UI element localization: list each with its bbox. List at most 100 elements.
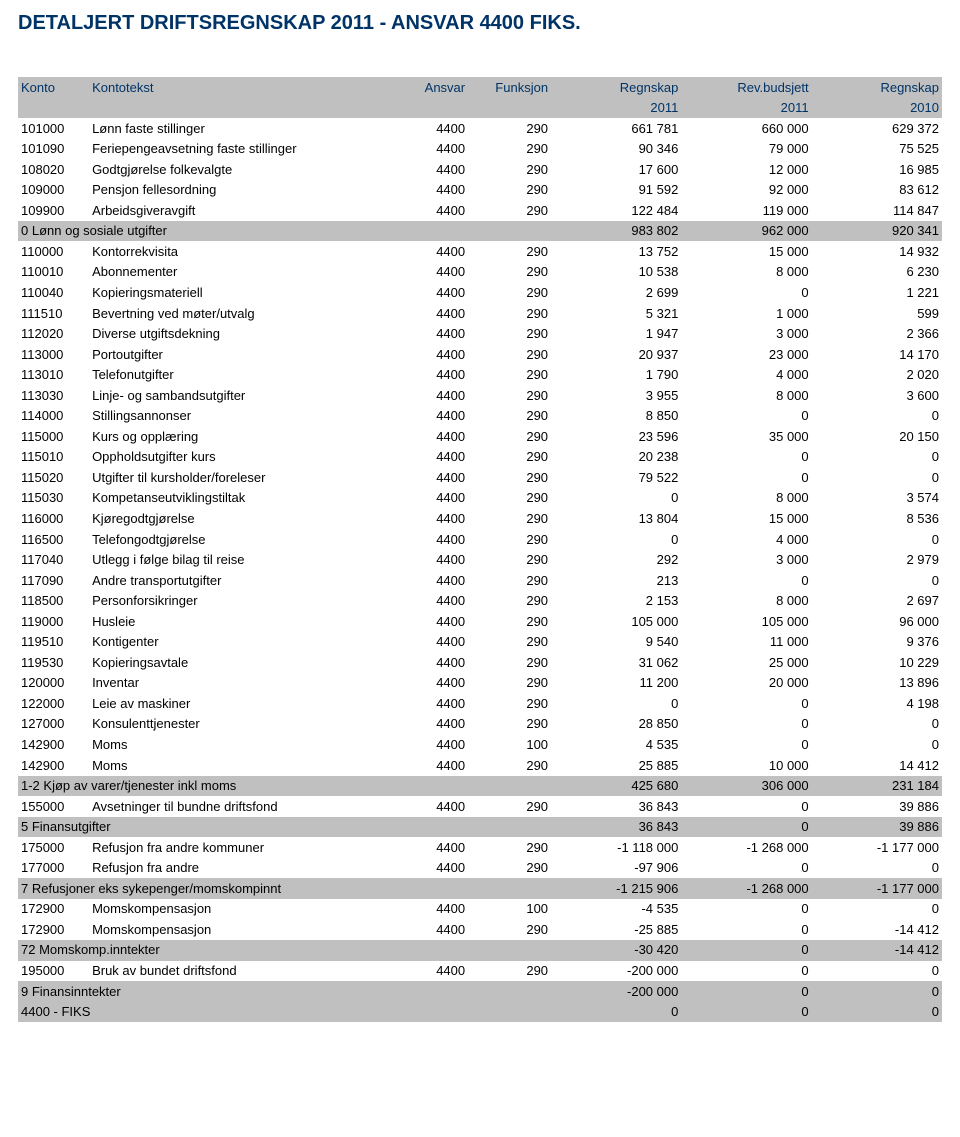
- cell-ansvar: 4400: [397, 365, 468, 386]
- subtotal-label: 4400 - FIKS: [18, 1002, 551, 1023]
- cell-ansvar: 4400: [397, 406, 468, 427]
- cell-revbudsjett2011: 0: [681, 899, 811, 920]
- cell-regnskap2010: 9 376: [812, 632, 942, 653]
- cell-funksjon: 290: [468, 139, 551, 160]
- cell-ansvar: 4400: [397, 919, 468, 940]
- table-row: 119000Husleie4400290105 000105 00096 000: [18, 611, 942, 632]
- subtotal-r11: -1 215 906: [551, 878, 681, 899]
- cell-kontotekst: Inventar: [89, 673, 397, 694]
- cell-revbudsjett2011: 0: [681, 858, 811, 879]
- cell-ansvar: 4400: [397, 529, 468, 550]
- cell-funksjon: 290: [468, 632, 551, 653]
- cell-kontotekst: Kjøregodtgjørelse: [89, 508, 397, 529]
- cell-regnskap2011: 1 947: [551, 324, 681, 345]
- cell-revbudsjett2011: 11 000: [681, 632, 811, 653]
- table-row: 110010Abonnementer440029010 5388 0006 23…: [18, 262, 942, 283]
- cell-funksjon: 290: [468, 118, 551, 139]
- cell-regnskap2011: 4 535: [551, 735, 681, 756]
- col-funksjon-h1: Funksjon: [468, 77, 551, 98]
- subtotal-r11: -200 000: [551, 981, 681, 1002]
- col-ansvar-h2: [397, 98, 468, 119]
- cell-funksjon: 290: [468, 385, 551, 406]
- subtotal-b11: 0: [681, 981, 811, 1002]
- cell-funksjon: 290: [468, 611, 551, 632]
- cell-konto: 175000: [18, 837, 89, 858]
- cell-regnskap2011: 79 522: [551, 467, 681, 488]
- cell-kontotekst: Bevertning ved møter/utvalg: [89, 303, 397, 324]
- cell-revbudsjett2011: 23 000: [681, 344, 811, 365]
- cell-regnskap2011: 17 600: [551, 159, 681, 180]
- cell-funksjon: 290: [468, 447, 551, 468]
- table-row: 117090Andre transportutgifter44002902130…: [18, 570, 942, 591]
- cell-regnskap2010: 1 221: [812, 282, 942, 303]
- cell-kontotekst: Moms: [89, 755, 397, 776]
- cell-konto: 116500: [18, 529, 89, 550]
- table-row: 142900Moms440029025 88510 00014 412: [18, 755, 942, 776]
- cell-regnskap2011: 3 955: [551, 385, 681, 406]
- cell-ansvar: 4400: [397, 139, 468, 160]
- cell-kontotekst: Kompetanseutviklingstiltak: [89, 488, 397, 509]
- cell-kontotekst: Stillingsannonser: [89, 406, 397, 427]
- cell-ansvar: 4400: [397, 837, 468, 858]
- cell-regnskap2010: 0: [812, 735, 942, 756]
- cell-kontotekst: Refusjon fra andre kommuner: [89, 837, 397, 858]
- cell-revbudsjett2011: 12 000: [681, 159, 811, 180]
- cell-konto: 108020: [18, 159, 89, 180]
- table-row: 101090Feriepengeavsetning faste stilling…: [18, 139, 942, 160]
- cell-funksjon: 290: [468, 282, 551, 303]
- cell-konto: 119000: [18, 611, 89, 632]
- cell-funksjon: 290: [468, 693, 551, 714]
- cell-revbudsjett2011: 35 000: [681, 426, 811, 447]
- cell-regnskap2011: 122 484: [551, 200, 681, 221]
- cell-kontotekst: Moms: [89, 735, 397, 756]
- col-konto-h2: [18, 98, 89, 119]
- cell-kontotekst: Telefongodtgjørelse: [89, 529, 397, 550]
- cell-regnskap2010: 114 847: [812, 200, 942, 221]
- cell-revbudsjett2011: 0: [681, 961, 811, 982]
- cell-kontotekst: Abonnementer: [89, 262, 397, 283]
- cell-ansvar: 4400: [397, 611, 468, 632]
- subtotal-label: 0 Lønn og sosiale utgifter: [18, 221, 551, 242]
- cell-kontotekst: Konsulenttjenester: [89, 714, 397, 735]
- cell-konto: 110000: [18, 241, 89, 262]
- cell-funksjon: 290: [468, 324, 551, 345]
- cell-kontotekst: Avsetninger til bundne driftsfond: [89, 796, 397, 817]
- cell-konto: 155000: [18, 796, 89, 817]
- cell-funksjon: 290: [468, 241, 551, 262]
- table-row: 116500Telefongodtgjørelse440029004 0000: [18, 529, 942, 550]
- cell-kontotekst: Refusjon fra andre: [89, 858, 397, 879]
- table-body: 101000Lønn faste stillinger4400290661 78…: [18, 118, 942, 1022]
- table-row: 117040Utlegg i følge bilag til reise4400…: [18, 550, 942, 571]
- cell-regnskap2010: 2 020: [812, 365, 942, 386]
- table-row: 111510Bevertning ved møter/utvalg4400290…: [18, 303, 942, 324]
- cell-ansvar: 4400: [397, 180, 468, 201]
- cell-regnskap2010: 14 170: [812, 344, 942, 365]
- subtotal-b11: 0: [681, 940, 811, 961]
- subtotal-b11: 962 000: [681, 221, 811, 242]
- cell-kontotekst: Utgifter til kursholder/foreleser: [89, 467, 397, 488]
- subtotal-label: 5 Finansutgifter: [18, 817, 551, 838]
- subtotal-r11: -30 420: [551, 940, 681, 961]
- table-row: 172900Momskompensasjon4400290-25 8850-14…: [18, 919, 942, 940]
- cell-regnskap2011: 1 790: [551, 365, 681, 386]
- subtotal-label: 7 Refusjoner eks sykepenger/momskompinnt: [18, 878, 551, 899]
- cell-regnskap2011: 8 850: [551, 406, 681, 427]
- cell-ansvar: 4400: [397, 714, 468, 735]
- cell-regnskap2010: 13 896: [812, 673, 942, 694]
- subtotal-b11: -1 268 000: [681, 878, 811, 899]
- accounting-table: Konto Kontotekst Ansvar Funksjon Regnska…: [18, 77, 942, 1022]
- table-row: 108020Godtgjørelse folkevalgte440029017 …: [18, 159, 942, 180]
- cell-konto: 195000: [18, 961, 89, 982]
- cell-regnskap2011: 292: [551, 550, 681, 571]
- cell-kontotekst: Momskompensasjon: [89, 919, 397, 940]
- cell-kontotekst: Kopieringsmateriell: [89, 282, 397, 303]
- table-row: 101000Lønn faste stillinger4400290661 78…: [18, 118, 942, 139]
- cell-regnskap2010: 6 230: [812, 262, 942, 283]
- table-row: 115020Utgifter til kursholder/foreleser4…: [18, 467, 942, 488]
- cell-konto: 118500: [18, 591, 89, 612]
- cell-konto: 120000: [18, 673, 89, 694]
- cell-revbudsjett2011: 3 000: [681, 550, 811, 571]
- cell-revbudsjett2011: 10 000: [681, 755, 811, 776]
- cell-ansvar: 4400: [397, 241, 468, 262]
- cell-kontotekst: Lønn faste stillinger: [89, 118, 397, 139]
